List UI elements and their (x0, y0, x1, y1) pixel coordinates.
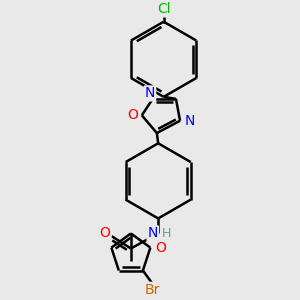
Text: O: O (155, 241, 166, 255)
Text: N: N (148, 226, 158, 241)
Text: O: O (127, 108, 138, 122)
Text: Cl: Cl (157, 2, 170, 16)
Text: O: O (100, 226, 110, 240)
Text: H: H (162, 227, 171, 240)
Text: Br: Br (145, 283, 160, 297)
Text: N: N (145, 86, 155, 100)
Text: N: N (184, 114, 195, 128)
